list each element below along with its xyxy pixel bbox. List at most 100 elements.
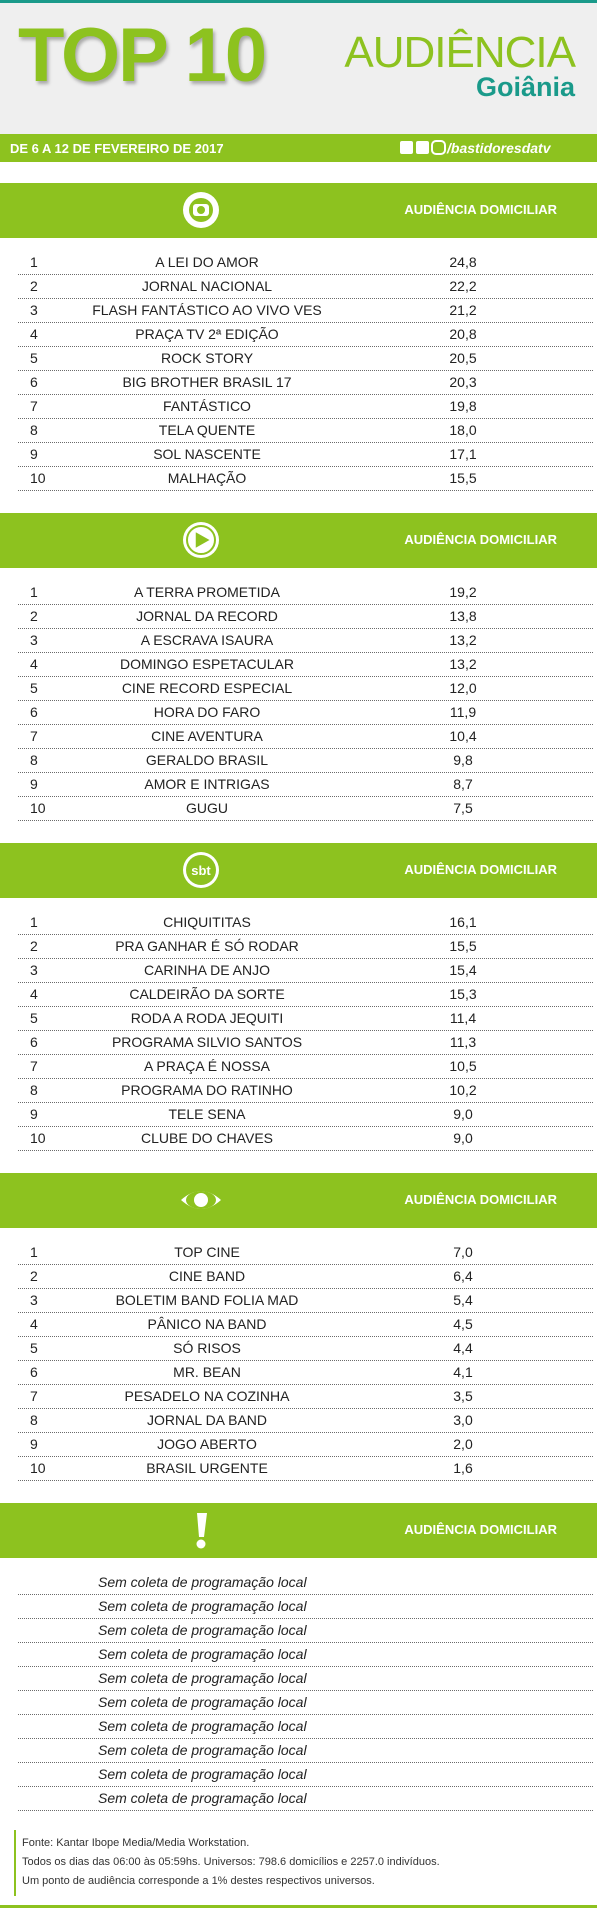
table-row: 1 CHIQUITITAS 16,1 [18, 910, 593, 935]
program: RODA A RODA JEQUITI [130, 1010, 284, 1026]
rank: 6 [30, 1364, 38, 1380]
footer-line: Todos os dias das 06:00 às 05:59hs. Univ… [22, 1856, 440, 1868]
table-row: 7 A PRAÇA É NOSSA 10,5 [18, 1054, 593, 1079]
rating: 1,6 [453, 1460, 473, 1476]
rank: 9 [30, 1106, 38, 1122]
table-row: 10 MALHAÇÃO 15,5 [18, 466, 593, 491]
rank: 4 [30, 656, 38, 672]
section-header: AUDIÊNCIA DOMICILIAR [0, 513, 597, 568]
table-row: 1 A LEI DO AMOR 24,8 [18, 250, 593, 275]
rating: 19,2 [449, 584, 477, 600]
note: Sem coleta de programação local [98, 1670, 307, 1686]
rank: 1 [30, 584, 38, 600]
table-row: Sem coleta de programação local [18, 1690, 593, 1715]
table-row: Sem coleta de programação local [18, 1786, 593, 1811]
program: SOL NASCENTE [153, 446, 261, 462]
rating: 10,4 [449, 728, 477, 744]
table-row: 2 JORNAL NACIONAL 22,2 [18, 274, 593, 299]
header [0, 0, 597, 134]
section-header: sbt AUDIÊNCIA DOMICILIAR [0, 843, 597, 898]
program: TELE SENA [168, 1106, 246, 1122]
rating: 9,8 [453, 752, 473, 768]
rank: 5 [30, 680, 38, 696]
program: A ESCRAVA ISAURA [140, 632, 274, 648]
title: TOP 10 [18, 13, 267, 98]
brand: AUDIÊNCIA [344, 28, 576, 77]
column-label: AUDIÊNCIA DOMICILIAR [404, 862, 557, 877]
rating: 21,2 [449, 302, 477, 318]
note: Sem coleta de programação local [98, 1790, 307, 1806]
rank: 5 [30, 350, 38, 366]
table-row: Sem coleta de programação local [18, 1714, 593, 1739]
table-row: 3 A ESCRAVA ISAURA 13,2 [18, 628, 593, 653]
rank: 6 [30, 374, 38, 390]
program: HORA DO FARO [153, 704, 261, 720]
rating: 3,0 [453, 1412, 473, 1428]
rank: 9 [30, 1436, 38, 1452]
rating: 15,5 [449, 470, 477, 486]
rating: 19,8 [449, 398, 477, 414]
program: BRASIL URGENTE [146, 1460, 268, 1476]
program: BOLETIM BAND FOLIA MAD [115, 1292, 299, 1308]
rank: 3 [30, 1292, 38, 1308]
program: TOP CINE [174, 1244, 240, 1260]
footer-line: Fonte: Kantar Ibope Media/Media Workstat… [22, 1837, 250, 1849]
program: CLUBE DO CHAVES [141, 1130, 273, 1146]
table-row: 7 PESADELO NA COZINHA 3,5 [18, 1384, 593, 1409]
rank: 5 [30, 1340, 38, 1356]
rating: 20,8 [449, 326, 477, 342]
rank: 2 [30, 1268, 38, 1284]
section-header: AUDIÊNCIA DOMICILIAR [0, 183, 597, 238]
rank: 9 [30, 776, 38, 792]
city: Goiânia [475, 72, 575, 102]
program: A PRAÇA É NOSSA [143, 1058, 271, 1074]
rating: 11,4 [449, 1010, 477, 1026]
rank: 8 [30, 1082, 38, 1098]
table-row: 10 BRASIL URGENTE 1,6 [18, 1456, 593, 1481]
table-row: Sem coleta de programação local [18, 1666, 593, 1691]
rating: 5,4 [453, 1292, 473, 1308]
rank: 6 [30, 704, 38, 720]
table-row: 6 PROGRAMA SILVIO SANTOS 11,3 [18, 1030, 593, 1055]
rank: 7 [30, 728, 38, 744]
program: CHIQUITITAS [163, 914, 251, 930]
program: JORNAL DA BAND [146, 1412, 268, 1428]
rating: 22,2 [449, 278, 477, 294]
table-row: 5 ROCK STORY 20,5 [18, 346, 593, 371]
program: BIG BROTHER BRASIL 17 [122, 374, 292, 390]
table-row: 6 MR. BEAN 4,1 [18, 1360, 593, 1385]
rating: 13,2 [449, 632, 477, 648]
date-range: DE 6 A 12 DE FEVEREIRO DE 2017 [10, 141, 224, 156]
note: Sem coleta de programação local [98, 1766, 307, 1782]
program: AMOR E INTRIGAS [144, 776, 270, 792]
table-row: 8 JORNAL DA BAND 3,0 [18, 1408, 593, 1433]
program: JORNAL DA RECORD [136, 608, 278, 624]
program: CARINHA DE ANJO [143, 962, 271, 978]
table-row: 4 PRAÇA TV 2ª EDIÇÃO 20,8 [18, 322, 593, 347]
program: PRAÇA TV 2ª EDIÇÃO [135, 326, 279, 342]
logo-text: sbt [191, 863, 211, 878]
network-logo: sbt [183, 852, 219, 888]
program: CALDEIRÃO DA SORTE [129, 986, 285, 1002]
rank: 4 [30, 326, 38, 342]
network-logo [183, 192, 219, 228]
rating: 15,5 [449, 938, 477, 954]
rating: 20,3 [449, 374, 477, 390]
note: Sem coleta de programação local [98, 1718, 307, 1734]
network-logo [183, 522, 219, 558]
rank: 1 [30, 914, 38, 930]
table-row: 7 CINE AVENTURA 10,4 [18, 724, 593, 749]
table-row: 9 TELE SENA 9,0 [18, 1102, 593, 1127]
column-label: AUDIÊNCIA DOMICILIAR [404, 532, 557, 547]
footer: Fonte: Kantar Ibope Media/Media Workstat… [22, 1834, 440, 1891]
table-row: 10 CLUBE DO CHAVES 9,0 [18, 1126, 593, 1151]
rating: 7,0 [453, 1244, 473, 1260]
rank: 8 [30, 422, 38, 438]
program: FANTÁSTICO [163, 398, 251, 414]
rating: 9,0 [453, 1130, 473, 1146]
table-row: 9 JOGO ABERTO 2,0 [18, 1432, 593, 1457]
note: Sem coleta de programação local [98, 1598, 307, 1614]
program: FLASH FANTÁSTICO AO VIVO VES [92, 302, 322, 318]
rank: 6 [30, 1034, 38, 1050]
table-row: Sem coleta de programação local [18, 1738, 593, 1763]
